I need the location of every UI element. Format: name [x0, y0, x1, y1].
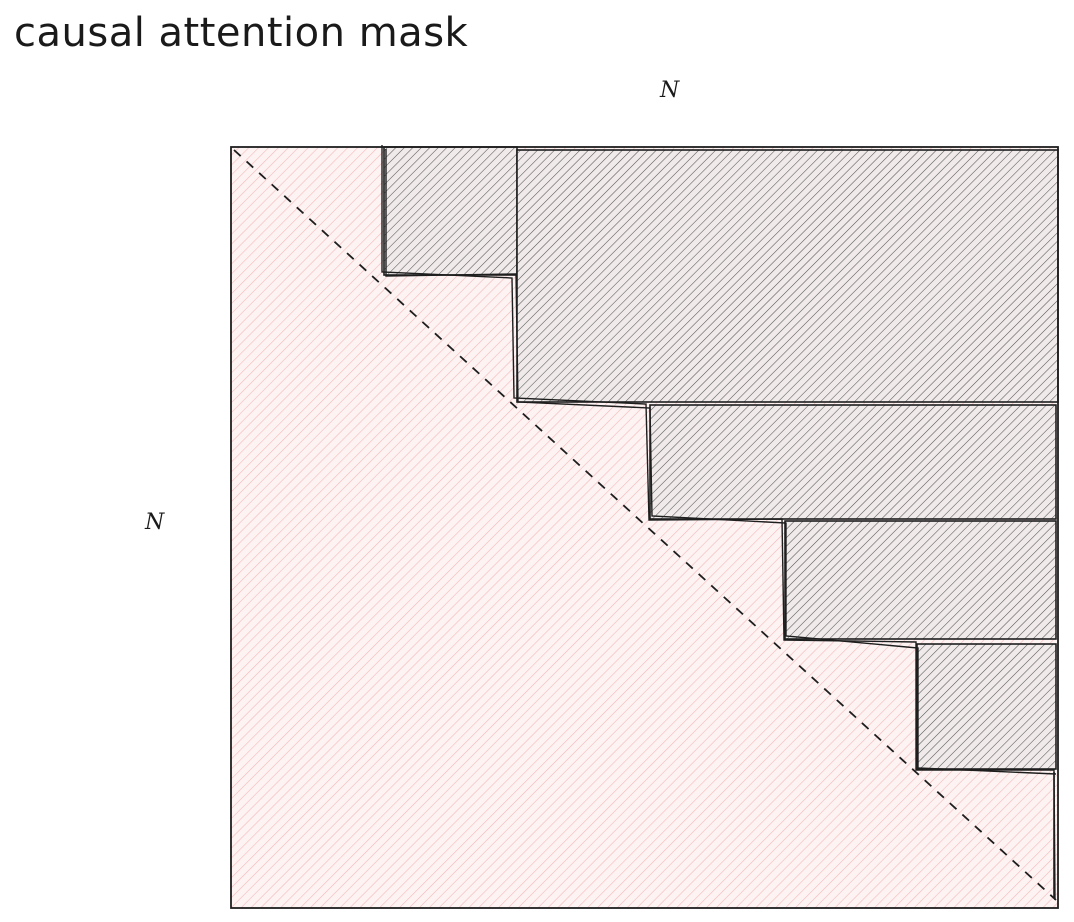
masked-block-1 [383, 146, 518, 276]
axis-label-top: N [660, 78, 680, 103]
masked-blocks-group [383, 146, 1059, 898]
diagram-title: causal attention mask [14, 10, 469, 56]
axis-label-left: N [145, 510, 165, 535]
masked-block-4 [784, 520, 1057, 640]
matrix-frame [230, 146, 1059, 909]
masked-block-5 [916, 643, 1057, 770]
masked-block-2 [516, 149, 1059, 403]
staircase-edges [381, 145, 1057, 901]
masked-block-3 [649, 404, 1057, 520]
